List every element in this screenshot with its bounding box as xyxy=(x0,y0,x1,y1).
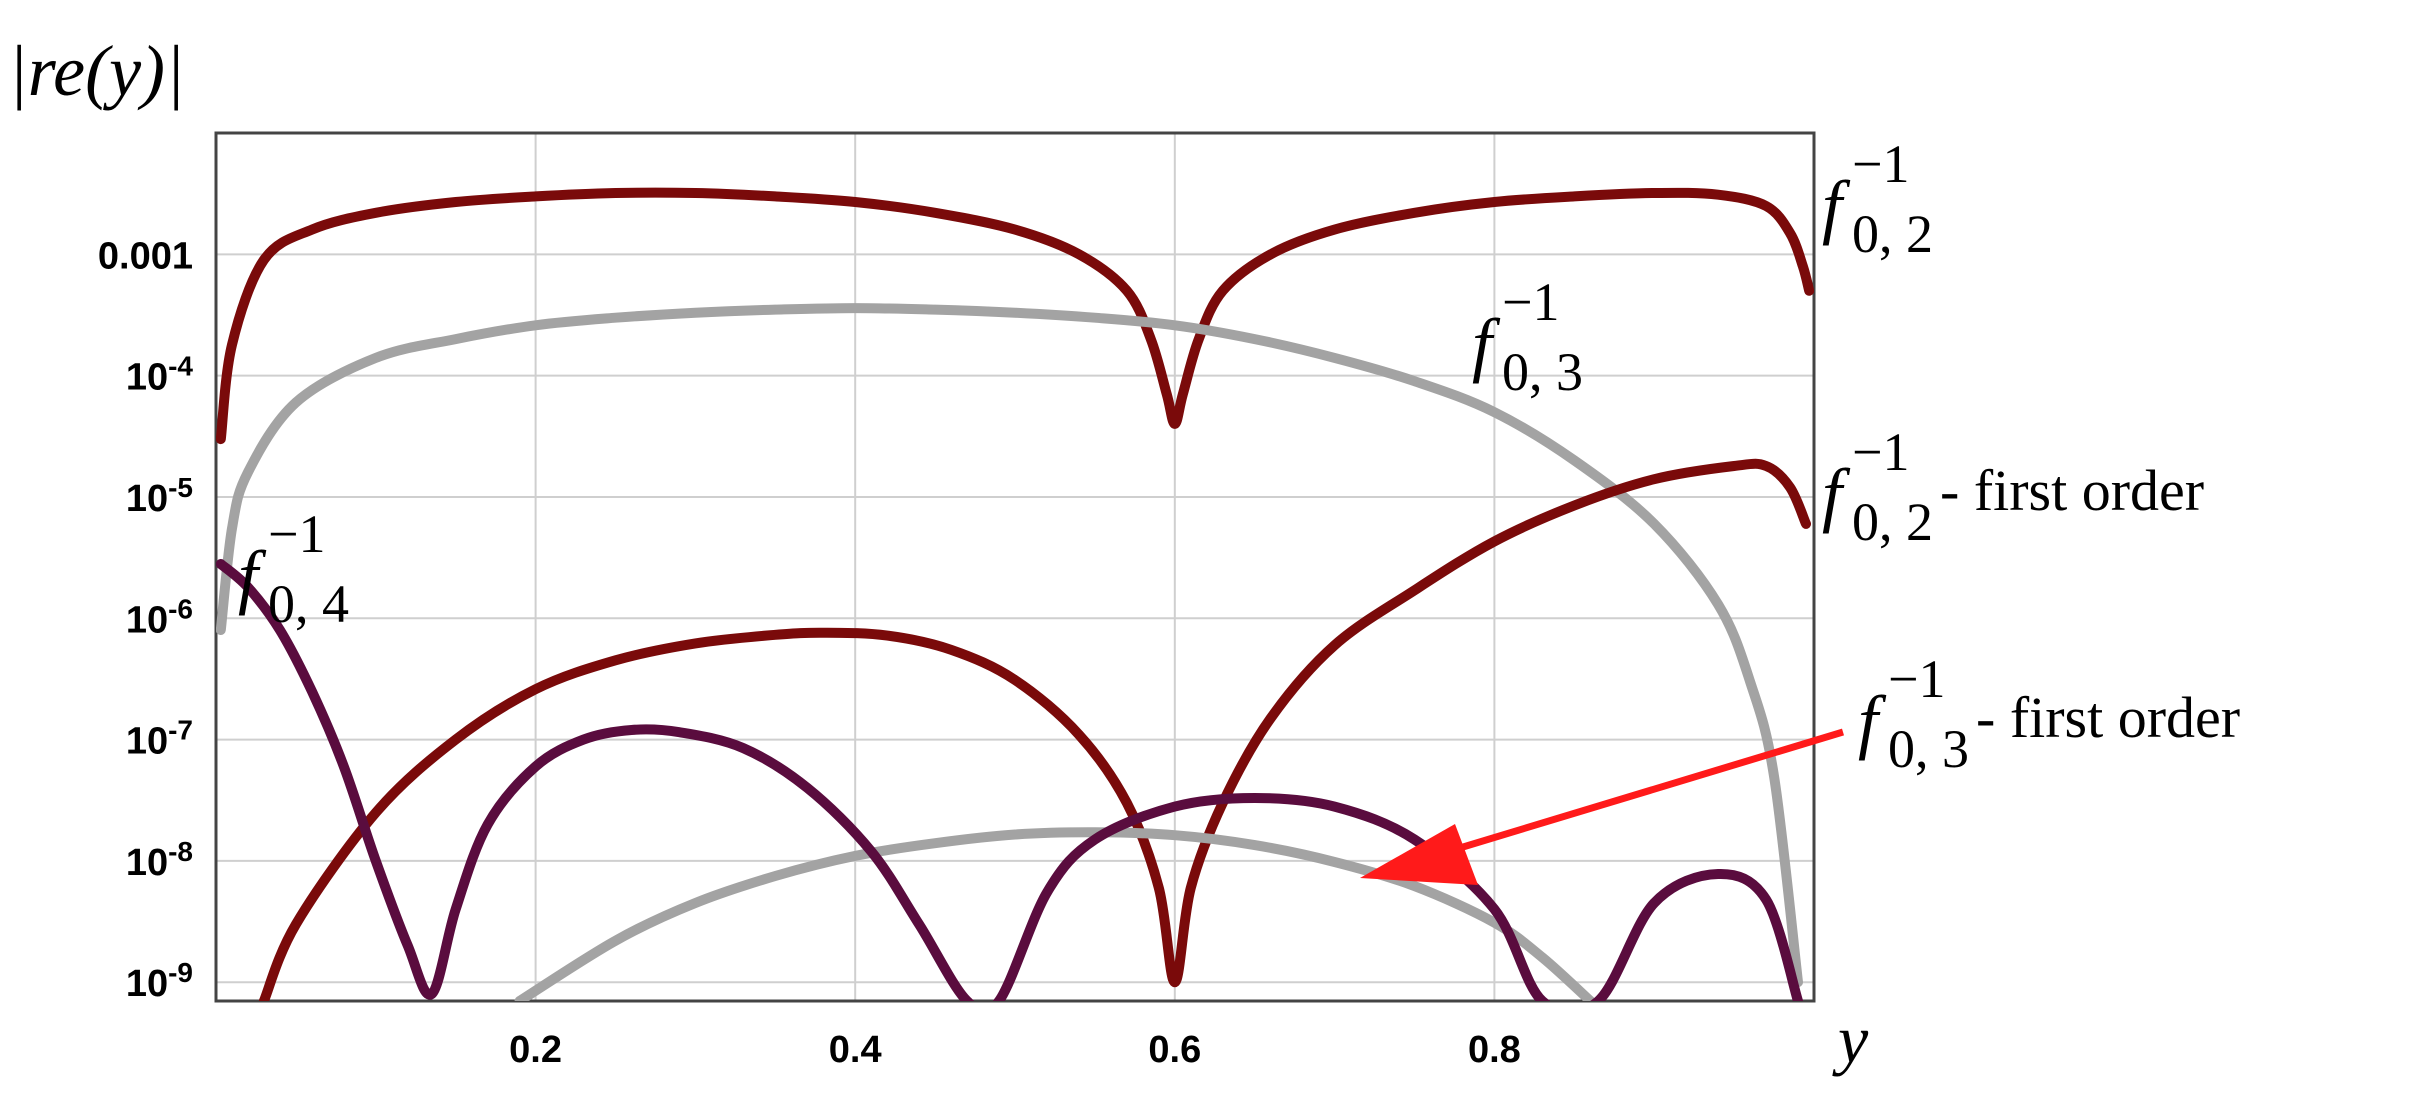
y-tick-label: 10-5 xyxy=(126,472,193,520)
label-f: f xyxy=(1822,454,1851,534)
arrow-shaft xyxy=(1418,728,1845,864)
y-tick-label: 10-7 xyxy=(126,715,193,763)
y-tick-label: 0.001 xyxy=(98,235,193,277)
label-sub: 0, 2 xyxy=(1852,492,1933,552)
plot-frame xyxy=(214,131,1816,1003)
y-tick-label: 10-8 xyxy=(126,836,193,884)
label-suffix: - first order xyxy=(1976,685,2240,750)
tick-labels: 0.2 0.4 0.6 0.8 0.001 10-4 10-5 10-6 10-7 10-8 10-… xyxy=(98,235,1521,1071)
label-suffix: - first order xyxy=(1940,458,2204,523)
grid xyxy=(216,133,1814,1001)
x-tick-label: 0.4 xyxy=(829,1029,882,1071)
curve-label-0: f−1 0, 2 xyxy=(1822,134,1933,264)
x-tick-label: 0.6 xyxy=(1148,1029,1201,1071)
y-tick-label: 10-9 xyxy=(126,957,193,1005)
curve-label-4: f−10, 4 xyxy=(238,504,349,634)
label-f: f xyxy=(1858,681,1887,761)
x-tick-label: 0.8 xyxy=(1468,1029,1521,1071)
label-sup: −1 xyxy=(1502,272,1559,332)
curve-label-1: f−1 0, 3 xyxy=(1472,272,1583,402)
series-line-4 xyxy=(216,559,1803,1001)
curve-labels: f−10, 2f−10, 3f−10, 2 - first orderf−10,… xyxy=(238,134,2240,779)
curve-label-3: f−1 0, 3 - first order xyxy=(1858,649,2240,779)
label-sup: −1 xyxy=(268,504,325,564)
series-line-3 xyxy=(514,827,1596,1001)
label-sup: −1 xyxy=(1852,422,1909,482)
label-sup: −1 xyxy=(1852,134,1909,194)
label-f: f xyxy=(1822,166,1851,246)
series-line-0 xyxy=(216,187,1814,445)
label-f: f xyxy=(1472,304,1501,384)
label-sup: −1 xyxy=(1888,649,1945,709)
arrow-annotation xyxy=(1360,728,1845,885)
y-tick-label: 10-6 xyxy=(126,593,193,641)
arrow-head xyxy=(1360,824,1478,885)
label-sub: 0, 2 xyxy=(1852,204,1933,264)
series-line-2 xyxy=(258,458,1811,1001)
label-sub: 0, 3 xyxy=(1888,719,1969,779)
series-line-1 xyxy=(216,303,1803,988)
series-group xyxy=(216,187,1814,1001)
ylabel: |re(y)| xyxy=(8,31,185,111)
y-tick-label: 10-4 xyxy=(126,351,194,399)
label-sub: 0, 3 xyxy=(1502,342,1583,402)
x-tick-label: 0.2 xyxy=(509,1029,562,1071)
xlabel: y xyxy=(1832,1001,1869,1077)
curve-label-2: f−1 0, 2 - first order xyxy=(1822,422,2204,552)
label-sub: 0, 4 xyxy=(268,574,349,634)
